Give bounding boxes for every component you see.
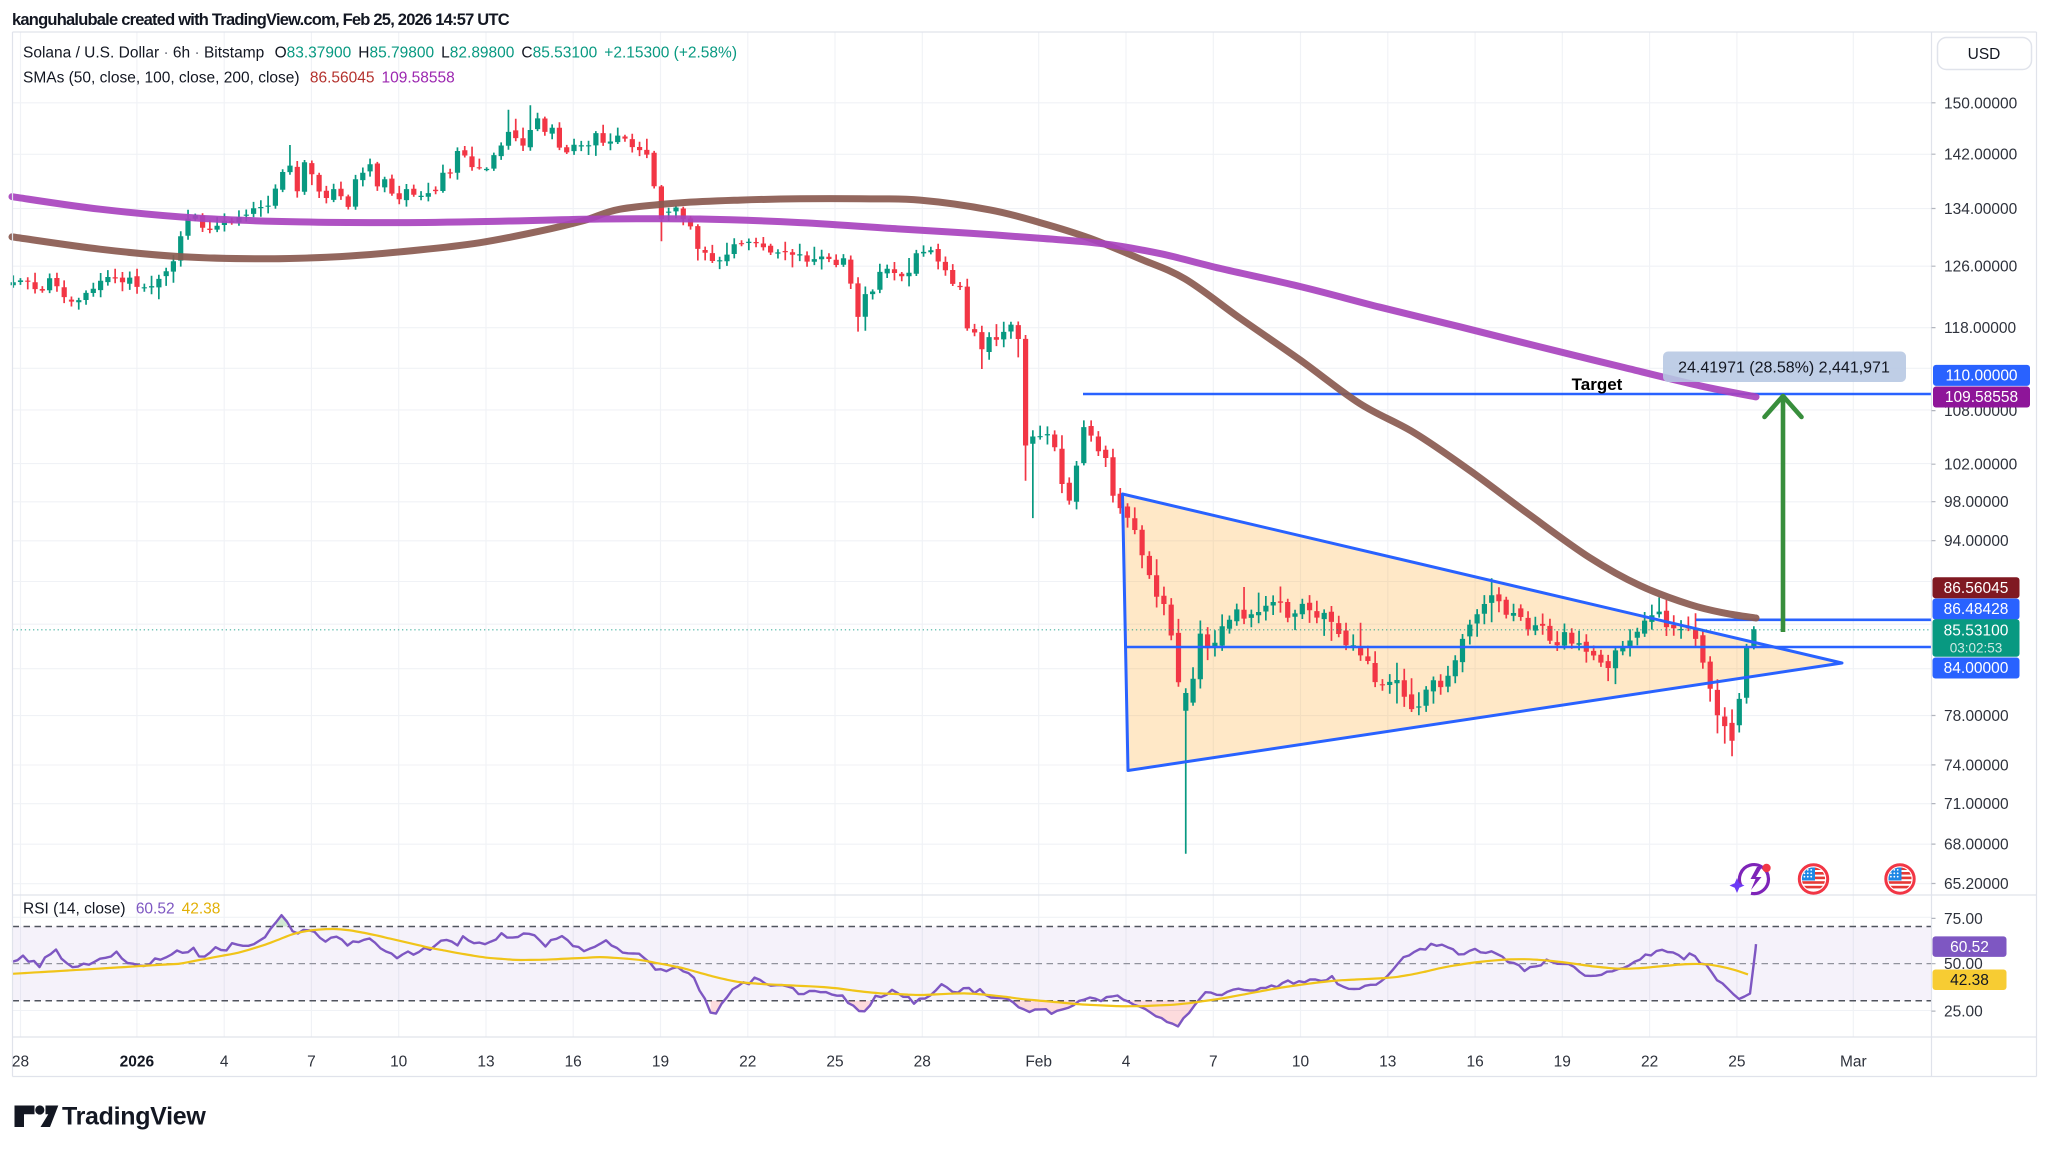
svg-text:USD: USD <box>1968 46 2001 63</box>
svg-text:78.00000: 78.00000 <box>1944 708 2009 725</box>
svg-text:68.00000: 68.00000 <box>1944 837 2009 854</box>
svg-text:16: 16 <box>1466 1054 1483 1071</box>
svg-text:110.00000: 110.00000 <box>1945 368 2017 385</box>
svg-text:126.00000: 126.00000 <box>1944 259 2018 276</box>
svg-text:10: 10 <box>390 1054 408 1071</box>
svg-text:SMAs (50, close, 100, close, 2: SMAs (50, close, 100, close, 200, close)… <box>23 70 455 87</box>
svg-text:85.53100: 85.53100 <box>1944 622 2009 639</box>
svg-text:98.00000: 98.00000 <box>1944 494 2009 511</box>
svg-text:75.00: 75.00 <box>1944 911 1983 928</box>
svg-text:25: 25 <box>1728 1054 1745 1071</box>
svg-text:60.52: 60.52 <box>1950 939 1989 956</box>
svg-text:50.00: 50.00 <box>1944 956 1983 973</box>
svg-text:118.00000: 118.00000 <box>1944 320 2016 337</box>
svg-text:16: 16 <box>565 1054 582 1071</box>
svg-text:13: 13 <box>1379 1054 1396 1071</box>
svg-text:74.00000: 74.00000 <box>1944 757 2009 774</box>
svg-text:109.58558: 109.58558 <box>1945 389 2018 406</box>
svg-text:10: 10 <box>1292 1054 1310 1071</box>
svg-text:71.00000: 71.00000 <box>1944 796 2009 813</box>
svg-text:28: 28 <box>914 1054 931 1071</box>
svg-text:Solana / U.S. Dollar · 6h · Bi: Solana / U.S. Dollar · 6h · Bitstamp O83… <box>23 45 737 62</box>
svg-text:Mar: Mar <box>1840 1054 1867 1071</box>
svg-text:142.00000: 142.00000 <box>1944 147 2018 164</box>
svg-text:86.48428: 86.48428 <box>1944 601 2009 618</box>
svg-text:7: 7 <box>1209 1054 1218 1071</box>
svg-text:102.00000: 102.00000 <box>1944 457 2018 474</box>
svg-text:84.00000: 84.00000 <box>1944 660 2009 677</box>
svg-text:94.00000: 94.00000 <box>1944 533 2009 550</box>
svg-text:65.20000: 65.20000 <box>1944 876 2009 893</box>
svg-text:28: 28 <box>12 1054 29 1071</box>
svg-text:03:02:53: 03:02:53 <box>1950 640 2003 655</box>
svg-text:Target: Target <box>1572 375 1623 394</box>
svg-text:4: 4 <box>220 1054 229 1071</box>
svg-text:4: 4 <box>1122 1054 1131 1071</box>
svg-text:86.56045: 86.56045 <box>1944 580 2009 597</box>
svg-text:13: 13 <box>477 1054 494 1071</box>
svg-text:19: 19 <box>1554 1054 1571 1071</box>
svg-text:7: 7 <box>307 1054 316 1071</box>
svg-text:24.41971 (28.58%) 2,441,971: 24.41971 (28.58%) 2,441,971 <box>1678 360 1890 377</box>
svg-text:42.38: 42.38 <box>1950 972 1989 989</box>
svg-text:134.00000: 134.00000 <box>1944 201 2018 218</box>
svg-text:25: 25 <box>826 1054 843 1071</box>
svg-text:150.00000: 150.00000 <box>1944 95 2018 112</box>
svg-text:25.00: 25.00 <box>1944 1004 1983 1021</box>
svg-text:22: 22 <box>739 1054 756 1071</box>
svg-text:kanguhalubale created with Tra: kanguhalubale created with TradingView.c… <box>12 11 510 29</box>
svg-text:Feb: Feb <box>1025 1054 1052 1071</box>
svg-text:22: 22 <box>1641 1054 1658 1071</box>
svg-text:19: 19 <box>652 1054 669 1071</box>
svg-text:TradingView: TradingView <box>62 1103 206 1131</box>
svg-text:2026: 2026 <box>120 1054 155 1071</box>
